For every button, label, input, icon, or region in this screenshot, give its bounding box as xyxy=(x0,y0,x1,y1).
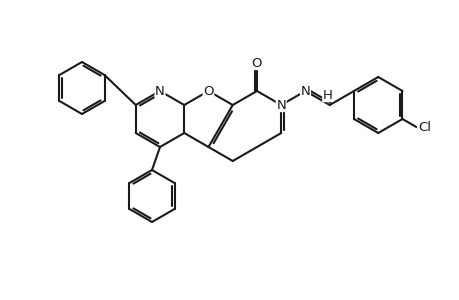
Text: N: N xyxy=(155,85,164,98)
Text: O: O xyxy=(251,56,262,70)
Text: N: N xyxy=(300,85,310,98)
Text: H: H xyxy=(322,88,332,101)
Text: O: O xyxy=(203,85,213,98)
Text: N: N xyxy=(276,98,285,112)
Text: Cl: Cl xyxy=(417,121,430,134)
